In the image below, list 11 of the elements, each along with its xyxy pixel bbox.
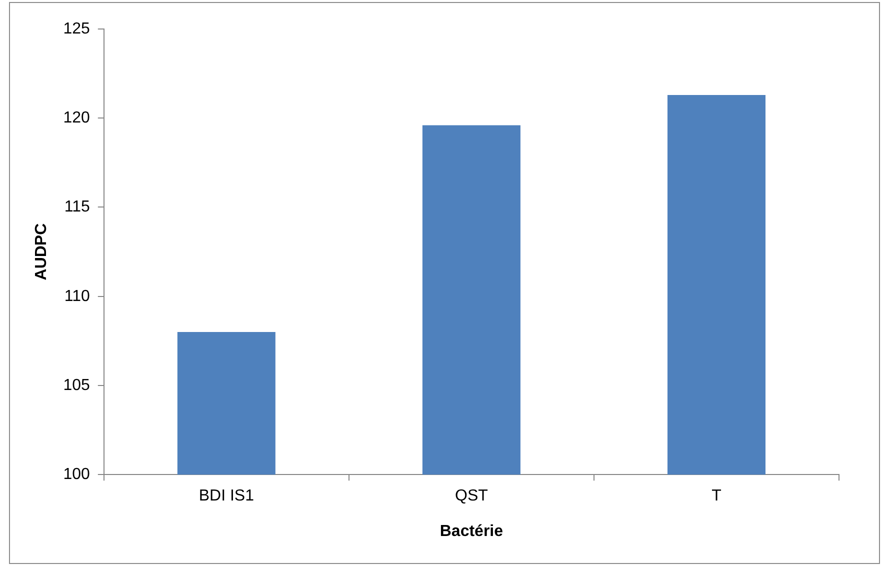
- x-tick-label: BDI IS1: [198, 488, 254, 505]
- y-tick-label: 115: [64, 198, 90, 216]
- y-tick-label: 110: [64, 288, 90, 305]
- y-axis-title: AUDPC: [33, 222, 50, 280]
- x-tick-label: T: [712, 488, 722, 505]
- y-tick-label: 100: [63, 466, 90, 484]
- x-axis-title: Bactérie: [440, 522, 504, 540]
- x-tick-label: QST: [455, 488, 488, 505]
- y-tick-label: 125: [63, 20, 90, 38]
- y-tick-label: 120: [63, 110, 90, 127]
- y-tick-label: 105: [63, 376, 90, 394]
